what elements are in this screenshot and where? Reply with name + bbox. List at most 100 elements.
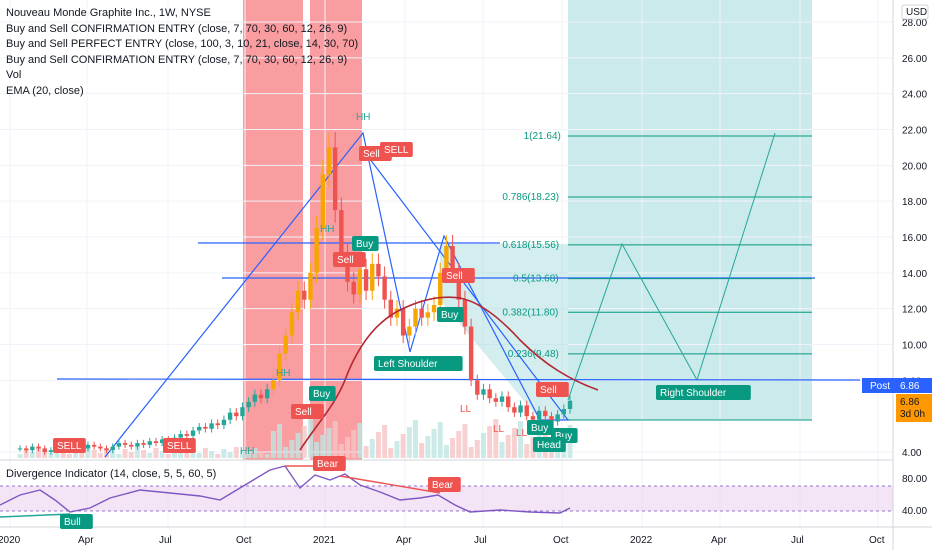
candle-body — [357, 269, 363, 295]
signal-tag — [536, 382, 569, 397]
time-tick-label: Jul — [159, 535, 172, 546]
study-vol[interactable]: Vol — [6, 69, 22, 81]
volume-bar — [431, 429, 437, 458]
candle-body — [456, 272, 461, 300]
signal-text: Buy — [531, 423, 548, 434]
price-tick-label: 4.00 — [902, 448, 922, 459]
volume-bar — [239, 450, 245, 458]
signal-tag — [437, 307, 464, 322]
study-1[interactable]: Buy and Sell CONFIRMATION ENTRY (close, … — [6, 22, 348, 35]
candle-body — [555, 414, 560, 422]
indicator-legend[interactable]: Divergence Indicator (14, close, 5, 5, 6… — [6, 468, 217, 480]
candle-body — [339, 210, 344, 255]
candle-body — [246, 401, 251, 408]
signal-tag — [352, 236, 379, 251]
fib-levels: 1(21.64) 0.786(18.23) 0.618(15.56) 0.5(13.6… — [502, 131, 812, 421]
candle-body — [159, 439, 165, 444]
signal-text: Sell — [446, 271, 463, 282]
candle-body — [567, 400, 573, 409]
signal-text: Right Shoulder — [660, 388, 727, 399]
candle-body — [530, 416, 536, 420]
candle-body — [345, 254, 350, 282]
signal-mark: LL — [493, 424, 505, 435]
candle-body — [184, 434, 190, 436]
fib-label: 0.5(13.68) — [513, 274, 559, 285]
time-tick-label: 2021 — [313, 535, 336, 546]
candle-body — [499, 396, 505, 402]
volume-bar — [171, 449, 177, 458]
volume-bar — [17, 454, 23, 458]
candle-body — [388, 299, 393, 318]
candle-body — [277, 353, 282, 381]
volume-bar — [505, 435, 511, 458]
signal-labels: HH HH HH HH LL LL LL Sell Sell Sell Sell SELL SELL SE… — [53, 112, 751, 529]
candle-body — [468, 326, 474, 381]
volume-bar — [443, 445, 449, 458]
candles — [17, 132, 573, 455]
currency-box — [901, 4, 929, 20]
price-tick-label: 28.00 — [902, 18, 927, 29]
study-ema[interactable]: EMA (20, close) — [6, 84, 84, 97]
candle-body — [240, 407, 245, 417]
volume-bar — [511, 428, 517, 458]
bull-divergence — [0, 513, 71, 518]
candle-body — [17, 448, 23, 450]
candle-body — [203, 426, 208, 429]
projection-line — [567, 132, 776, 401]
candle-body — [376, 263, 381, 277]
candle-body — [475, 380, 480, 395]
candle-body — [363, 269, 369, 291]
candle-body — [271, 380, 276, 390]
candle-body — [413, 308, 418, 327]
candle-body — [122, 443, 128, 445]
signal-text: Buy — [441, 310, 458, 321]
volume-bar — [382, 425, 388, 458]
symbol-title[interactable]: Nouveau Monde Graphite Inc., 1W, NYSE — [6, 7, 211, 19]
signal-tag — [380, 142, 413, 157]
volume-bar — [524, 444, 530, 458]
volume-bar — [85, 447, 91, 458]
candle-body — [227, 412, 233, 420]
volume-bar — [332, 421, 338, 458]
signal-mark: HH — [276, 368, 290, 379]
candle-body — [543, 410, 548, 417]
study-3[interactable]: Buy and Sell CONFIRMATION ENTRY (close, … — [6, 53, 348, 66]
signal-mark: HH — [240, 446, 254, 457]
volume-bar — [141, 450, 147, 458]
indicator-tick-label: 40.00 — [902, 506, 927, 517]
candle-body — [536, 410, 542, 420]
time-tick-label: 2022 — [630, 535, 653, 546]
signal-text: Buy — [313, 389, 330, 400]
volume-bar — [159, 451, 165, 458]
candle-body — [215, 423, 220, 426]
candle-body — [326, 147, 332, 175]
signal-mark: LL — [516, 428, 528, 439]
price-axis[interactable]: 28.00 26.00 24.00 22.00 20.00 18.00 16.00 14.00… — [892, 0, 927, 550]
signal-text: Bear — [432, 480, 454, 491]
candle-body — [153, 441, 159, 444]
bear-divergence-2 — [339, 475, 441, 494]
study-2[interactable]: Buy and Sell PERFECT ENTRY (close, 100, … — [6, 38, 359, 50]
candle-body — [85, 444, 91, 449]
volume-bar — [147, 453, 153, 458]
ema-line — [299, 296, 599, 451]
candle-body — [462, 299, 468, 327]
volume-bar — [406, 427, 412, 458]
signal-mark: LL — [460, 404, 472, 415]
signal-text: Sell — [337, 255, 354, 266]
hline-3 — [56, 378, 861, 381]
candle-body — [419, 308, 424, 318]
candle-body — [308, 272, 313, 300]
post-label: Post — [870, 381, 890, 392]
candle-body — [444, 245, 449, 273]
candle-body — [518, 405, 523, 413]
channel-line — [362, 149, 569, 421]
volume-bar — [283, 447, 289, 458]
price-tick-label: 22.00 — [902, 126, 927, 137]
time-axis[interactable]: 2020 Apr Jul Oct 2021 Apr Jul Oct 2022 Apr Jul Oct — [0, 526, 932, 546]
volume-bar — [357, 423, 363, 458]
time-tick-label: Oct — [236, 535, 252, 546]
signal-tag — [442, 268, 475, 283]
fib-label: 0.618(15.56) — [502, 240, 559, 251]
